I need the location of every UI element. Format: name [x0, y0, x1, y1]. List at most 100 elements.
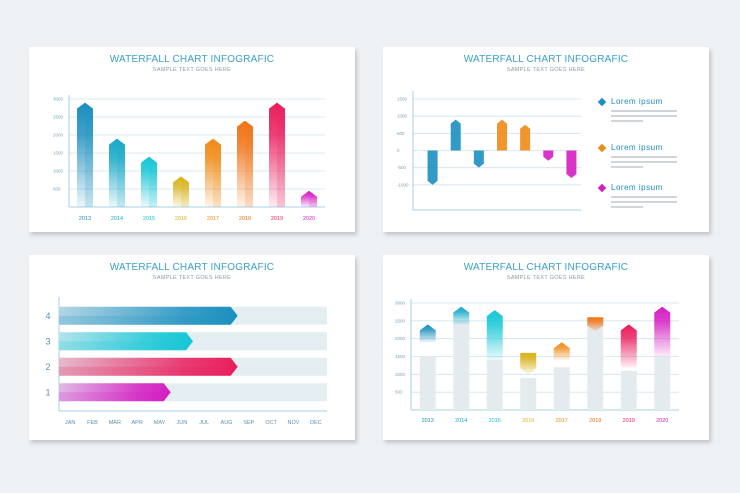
y-tick-label: 1000 — [53, 169, 64, 174]
base-bar — [553, 367, 570, 410]
x-tick-label: JAN — [65, 420, 75, 426]
x-tick-label: NOV — [288, 420, 300, 426]
base-bar — [453, 320, 470, 410]
x-tick-label: 2018 — [589, 418, 601, 424]
bar — [109, 138, 125, 207]
legend-description: xxxxxxxxxxxxxxxxxxxxxxxxxxxxxxxxx xxxxxxx… — [611, 194, 677, 209]
bar-shade — [149, 156, 157, 207]
legend-description: xxxxxxxxxxxxxxxxxxxxxxxxxxxxxxxxx xxxxxxx… — [611, 108, 677, 123]
vertical-bar-chart: 500 1000 1500 2000 2500 3000 2013 2014 2015 2016 2… — [53, 95, 325, 222]
chart-card-1: WATERFALL CHART INFOGRAFIC SAMPLE TEXT G… — [29, 47, 355, 232]
y-tick-label: 2 — [45, 362, 50, 372]
floating-bar — [654, 306, 671, 357]
y-tick-label: 4 — [45, 311, 50, 321]
horizontal-bar — [59, 306, 238, 325]
base-bar — [620, 370, 637, 410]
bar-shade — [245, 120, 253, 207]
waterfall-bar — [543, 150, 554, 161]
horizontal-bar — [59, 383, 171, 402]
bar — [205, 138, 221, 207]
chart-subtitle: SAMPLE TEXT GOES HERE — [506, 275, 586, 281]
bar-shade — [309, 190, 317, 207]
x-tick-label: 2017 — [207, 216, 219, 222]
x-tick-label: 2017 — [556, 418, 568, 424]
floating-bar-chart: 500 1000 1500 2000 2500 3000 2013 2014 2015 2016 2… — [395, 299, 679, 424]
diamond-icon — [597, 183, 607, 192]
y-tick-label: 1500 — [395, 354, 406, 359]
legend-label: Lorem ipsum — [611, 143, 663, 152]
floating-bar — [553, 342, 570, 361]
legend-item-2: Lorem ipsum xxxxxxxxxxxxxxxxxxxxxxxxxxxx… — [597, 143, 699, 169]
bar-shade — [213, 138, 221, 207]
legend-item-3: Lorem ipsum xxxxxxxxxxxxxxxxxxxxxxxxxxxx… — [597, 183, 699, 209]
x-tick-label: 2013 — [422, 418, 434, 424]
x-tick-label: 2013 — [79, 216, 91, 222]
legend-label: Lorem ipsum — [611, 97, 663, 106]
bar — [173, 176, 189, 207]
x-tick-label: 2016 — [522, 418, 534, 424]
x-tick-label: DEC — [310, 420, 322, 426]
y-tick-label: 2000 — [395, 336, 406, 341]
base-bar — [520, 377, 537, 410]
base-bar — [654, 356, 671, 410]
x-tick-label: 2019 — [271, 216, 283, 222]
y-tick-label: 2500 — [53, 115, 64, 120]
x-tick-label: JUL — [199, 420, 209, 426]
x-tick-label: JUN — [176, 420, 187, 426]
waterfall-bar — [450, 119, 461, 151]
x-tick-label: 2016 — [175, 216, 187, 222]
chart-subtitle: SAMPLE TEXT GOES HERE — [506, 67, 586, 73]
y-tick-label: 2500 — [395, 318, 406, 323]
y-tick-label: 1000 — [397, 114, 408, 119]
y-tick-label: 500 — [53, 187, 61, 192]
waterfall-bar — [427, 150, 438, 185]
bar-shade — [59, 366, 238, 376]
y-tick-label: 2000 — [53, 133, 64, 138]
x-tick-label: 2018 — [239, 216, 251, 222]
horizontal-bar — [59, 357, 238, 376]
bar-shade — [59, 315, 238, 325]
chart-subtitle: SAMPLE TEXT GOES HERE — [152, 275, 232, 281]
bar-shade — [59, 341, 193, 351]
waterfall-bar — [497, 119, 507, 151]
waterfall-bar — [566, 150, 577, 178]
floating-bar — [520, 352, 537, 375]
x-tick-label: SEP — [243, 420, 254, 426]
floating-bar — [419, 324, 436, 343]
base-bar — [486, 360, 503, 410]
chart-title: WATERFALL CHART INFOGRAFIC — [463, 262, 629, 273]
y-tick-label: -1000 — [397, 182, 409, 187]
x-tick-label: 2020 — [656, 418, 668, 424]
bar — [301, 190, 317, 207]
floating-bar — [587, 317, 604, 332]
chart-card-4: WATERFALL CHART INFOGRAFIC SAMPLE TEXT G… — [383, 255, 709, 440]
chart-title: WATERFALL CHART INFOGRAFIC — [109, 54, 275, 65]
y-tick-label: 1500 — [53, 151, 64, 156]
y-tick-label: 0 — [397, 148, 400, 153]
bar-shade — [277, 102, 285, 207]
x-tick-label: 2020 — [303, 216, 315, 222]
bar — [77, 102, 93, 207]
x-tick-label: 2015 — [143, 216, 155, 222]
y-tick-label: 3000 — [395, 301, 406, 306]
diamond-icon — [597, 143, 607, 152]
bar-shade — [85, 102, 93, 207]
chart-title: WATERFALL CHART INFOGRAFIC — [109, 262, 275, 273]
bar — [269, 102, 285, 207]
x-tick-label: MAY — [154, 420, 166, 426]
y-tick-label: 500 — [395, 390, 403, 395]
y-tick-label: 3000 — [53, 97, 64, 102]
y-tick-label: 3 — [45, 336, 50, 346]
floating-bar — [486, 310, 503, 361]
bar-shade — [117, 138, 125, 207]
x-tick-label: MAR — [109, 420, 121, 426]
chart-title: WATERFALL CHART INFOGRAFIC — [463, 54, 629, 65]
horizontal-bar — [59, 332, 193, 351]
chart-card-2: WATERFALL CHART INFOGRAFIC SAMPLE TEXT G… — [383, 47, 709, 232]
horizontal-bar-chart: 4 3 2 1 JAN FEB MAR APR MAY JUN JUL AUG SEP OCT NOV DEC — [45, 297, 327, 426]
chart-subtitle: SAMPLE TEXT GOES HERE — [152, 67, 232, 73]
y-tick-label: 1000 — [395, 372, 406, 377]
legend-label: Lorem ipsum — [611, 183, 663, 192]
bar — [237, 120, 253, 207]
bar — [141, 156, 157, 207]
